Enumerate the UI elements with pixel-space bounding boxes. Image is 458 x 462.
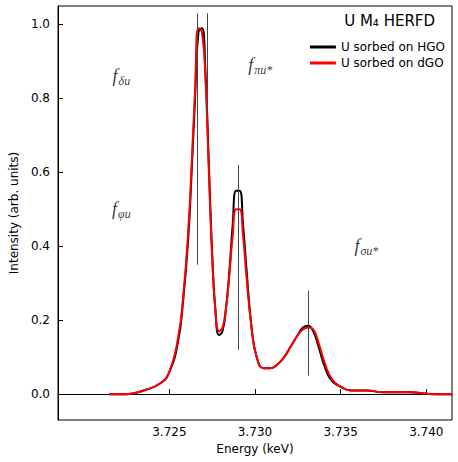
svg-text:1.0: 1.0 [31,17,50,31]
svg-text:φu: φu [118,207,131,221]
svg-text:f: f [354,236,360,257]
svg-text:U M₄ HERFD: U M₄ HERFD [344,12,435,30]
svg-text:δu: δu [119,74,131,88]
svg-text:3.725: 3.725 [152,425,186,439]
svg-text:f: f [112,66,118,87]
svg-text:Energy (keV): Energy (keV) [216,442,293,456]
svg-text:0.8: 0.8 [31,91,50,105]
svg-text:3.740: 3.740 [409,425,443,439]
svg-text:0.2: 0.2 [31,313,50,327]
svg-text:σu*: σu* [360,244,378,258]
svg-text:U sorbed on HGO: U sorbed on HGO [341,40,445,54]
svg-text:3.735: 3.735 [323,425,357,439]
svg-text:0.0: 0.0 [31,387,50,401]
svg-text:0.4: 0.4 [31,239,50,253]
svg-text:Intensity (arb. units): Intensity (arb. units) [7,152,21,274]
svg-text:U sorbed on dGO: U sorbed on dGO [341,56,444,70]
svg-text:f: f [112,199,118,220]
svg-text:f: f [248,55,254,76]
svg-text:0.6: 0.6 [31,165,50,179]
svg-text:3.730: 3.730 [238,425,272,439]
svg-text:πu*: πu* [254,63,272,77]
